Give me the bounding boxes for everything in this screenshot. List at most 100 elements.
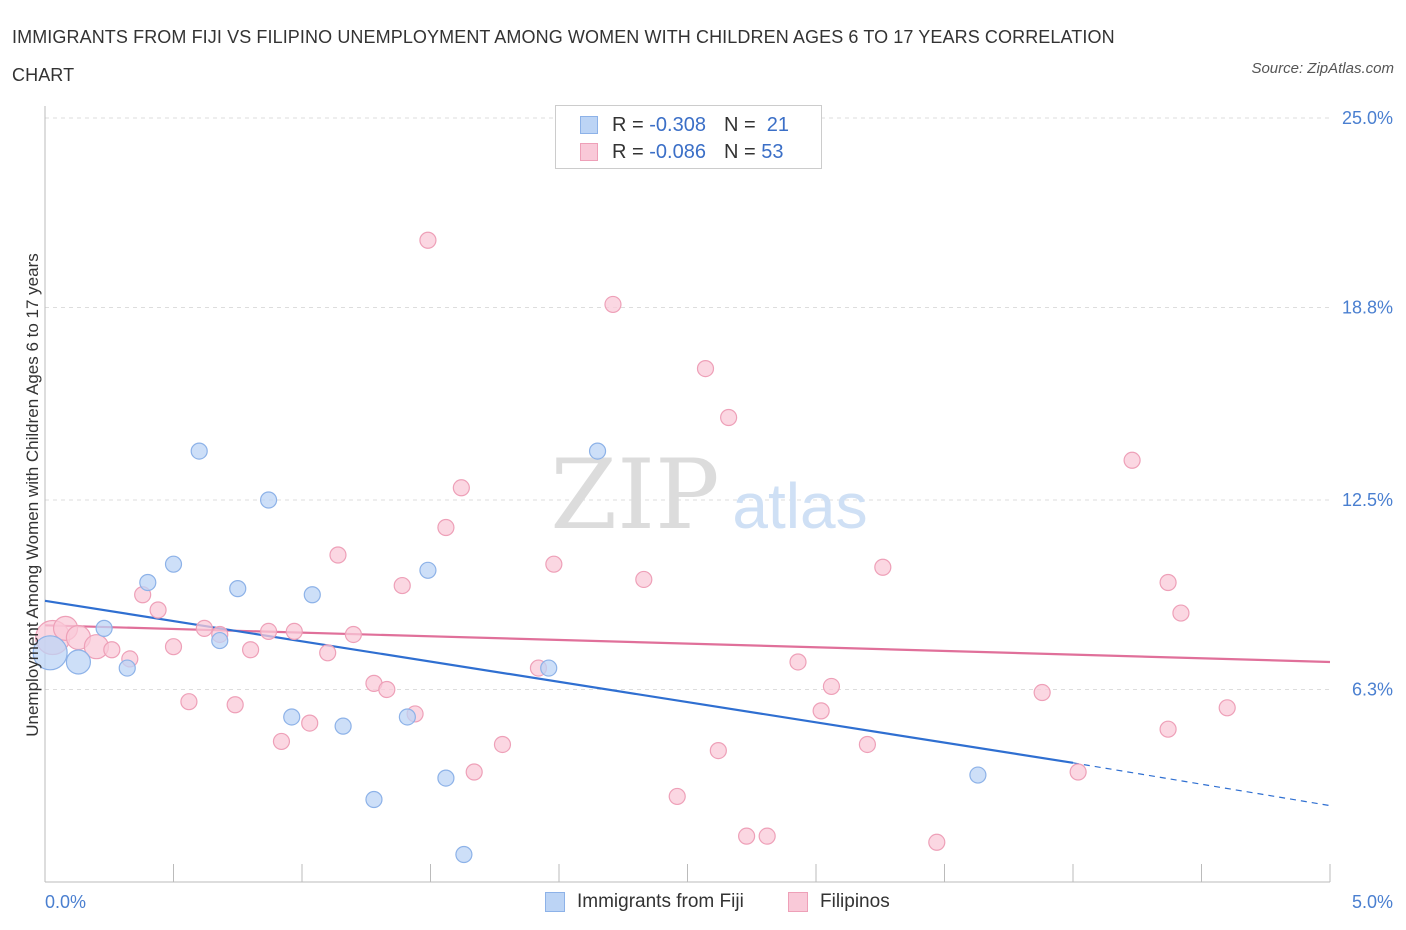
point-filipinos [1159,573,1177,592]
bottom-legend-fiji-label: Immigrants from Fiji [577,891,744,912]
tick-labels: 6.3% 12.5% 18.8% 25.0% 0.0% 5.0% [45,108,1393,912]
point-fiji [455,845,473,864]
watermark-atlas: atlas [732,470,867,542]
point-fiji [334,717,352,735]
point-filipinos [545,555,563,573]
bottom-legend-fiji: Immigrants from Fiji [545,888,744,916]
watermark: ZIP atlas [550,439,867,551]
point-filipinos [1172,604,1190,622]
point-fiji [969,766,987,784]
point-filipinos [419,231,437,249]
point-filipinos [242,641,260,659]
x-tick-label: 5.0% [1352,892,1393,912]
watermark-zip: ZIP [550,439,719,551]
point-fiji [65,649,92,675]
point-filipinos [226,696,244,714]
legend-row-fiji: R = -0.308 N = 21 [580,112,789,138]
point-filipinos [329,546,347,564]
point-filipinos [858,735,877,754]
point-filipinos [789,653,807,671]
point-filipinos [1159,720,1177,738]
point-filipinos [285,622,303,641]
point-filipinos [180,693,198,711]
point-filipinos [272,732,291,751]
point-fiji [540,659,558,677]
point-fiji [139,573,157,592]
data-points [32,231,1236,864]
point-fiji [118,659,136,677]
point-filipinos [720,408,738,427]
point-filipinos [668,787,686,806]
point-filipinos [709,741,727,760]
point-fiji [419,561,437,579]
point-filipinos [1123,451,1141,469]
bottom-swatch-fiji [545,892,565,912]
point-filipinos [301,714,319,732]
point-fiji [211,631,229,650]
chart-title: IMMIGRANTS FROM FIJI VS FILIPINO UNEMPLO… [12,27,1115,85]
point-filipinos [164,638,183,656]
point-filipinos [259,622,278,641]
legend-n-value: 53 [761,140,784,163]
point-filipinos [635,570,653,589]
point-fiji [32,635,68,671]
point-fiji [283,708,301,726]
grid-lines [45,117,1330,690]
point-filipinos [1069,763,1087,781]
legend-r-value: -0.308 [649,113,706,136]
legend-row-filipinos: R = -0.086 N = 53 [580,139,783,165]
y-tick-label: 18.8% [1342,297,1393,317]
point-fiji [229,580,247,598]
bottom-legend-filipinos: Filipinos [788,888,890,916]
point-fiji [437,769,455,787]
point-filipinos [822,677,841,696]
point-fiji [259,491,278,509]
point-filipinos [103,641,121,659]
legend-r-label: R = [612,113,644,136]
point-filipinos [738,827,756,845]
point-filipinos [493,735,512,754]
x-tick-label: 0.0% [45,892,86,912]
legend-n-label: N = [723,140,756,163]
point-filipinos [696,359,715,378]
point-filipinos [604,295,622,314]
point-fiji [303,586,321,604]
y-axis-label: Unemployment Among Women with Children A… [23,253,42,737]
bottom-legend-filipinos-label: Filipinos [820,891,890,912]
point-filipinos [1218,699,1236,717]
trend-line-fiji-extension [1072,762,1331,807]
legend-n-label: N = [723,113,756,136]
point-filipinos [1033,683,1051,702]
bottom-swatch-filipinos [788,892,808,912]
point-filipinos [344,625,362,644]
legend-r-value: -0.086 [649,140,706,163]
y-tick-label: 12.5% [1342,490,1393,510]
chart-source: Source: ZipAtlas.com [1251,60,1394,77]
point-filipinos [195,619,213,637]
point-filipinos [437,518,455,537]
point-filipinos [928,833,946,851]
legend-swatch-fiji [580,116,598,134]
point-filipinos [452,479,470,497]
point-fiji [588,442,607,460]
point-fiji [95,619,113,637]
point-fiji [190,442,208,460]
y-tick-label: 25.0% [1342,108,1393,128]
point-fiji [398,708,416,726]
point-filipinos [874,558,892,576]
point-fiji [164,555,183,573]
axes [44,106,1331,883]
point-filipinos [465,763,483,781]
point-filipinos [393,576,411,595]
point-filipinos [758,827,776,845]
point-fiji [365,790,383,809]
point-filipinos [378,680,396,699]
point-filipinos [319,644,337,662]
stats-legend: R = -0.308 N = 21 R = -0.086 N = 53 [555,105,822,169]
point-filipinos [812,702,830,720]
legend-r-label: R = [612,140,644,163]
y-tick-label: 6.3% [1352,679,1393,699]
legend-n-value: 21 [766,113,790,136]
point-filipinos [149,601,167,619]
